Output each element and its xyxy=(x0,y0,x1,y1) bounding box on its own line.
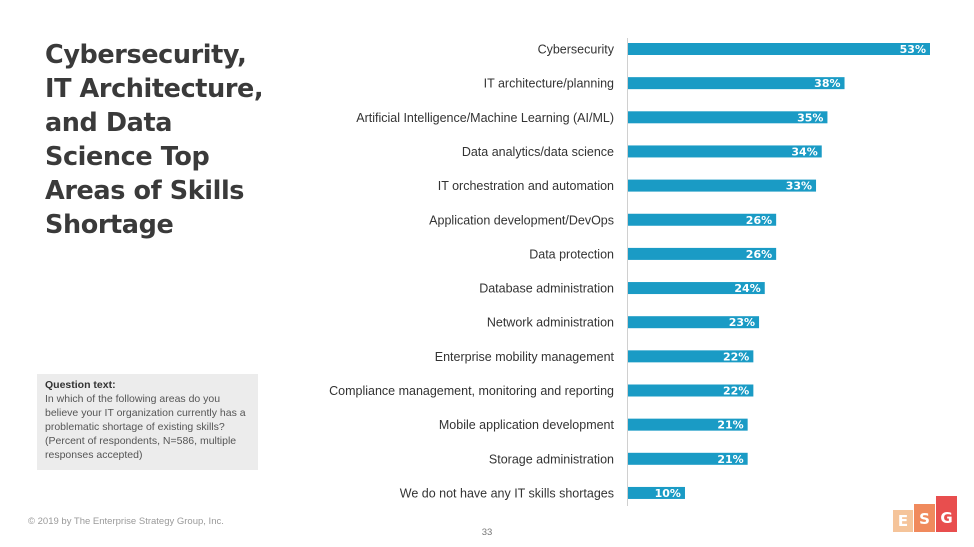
data-label: 26% xyxy=(746,214,772,227)
bar xyxy=(628,145,822,158)
bar xyxy=(628,43,930,55)
category-label: Cybersecurity xyxy=(538,43,615,57)
bar xyxy=(628,111,828,124)
data-label: 10% xyxy=(655,487,681,500)
bar xyxy=(628,384,754,397)
category-label: Database administration xyxy=(479,282,614,296)
category-label: Application development/DevOps xyxy=(429,213,614,227)
bar xyxy=(628,316,760,329)
data-label: 35% xyxy=(797,111,823,124)
bar xyxy=(628,282,765,295)
logo-letter-e: E xyxy=(893,510,913,532)
bar xyxy=(628,350,754,363)
data-label: 26% xyxy=(746,248,772,261)
bar xyxy=(628,452,748,465)
category-label: Compliance management, monitoring and re… xyxy=(329,384,614,398)
question-text-box: Question text: In which of the following… xyxy=(37,374,258,470)
category-label: IT orchestration and automation xyxy=(438,179,614,193)
bar-group: Cybersecurity 53% IT architecture/planning… xyxy=(329,43,930,500)
question-body: In which of the following areas do you b… xyxy=(45,393,246,461)
data-label: 53% xyxy=(900,43,926,56)
data-label: 21% xyxy=(717,419,743,432)
bar xyxy=(628,486,685,499)
category-label: Data protection xyxy=(529,247,614,261)
category-label: Mobile application development xyxy=(439,418,615,432)
bar xyxy=(628,213,777,226)
data-label: 24% xyxy=(734,282,760,295)
category-label: Artificial Intelligence/Machine Learning… xyxy=(356,111,614,125)
question-heading: Question text: xyxy=(45,379,116,391)
category-label: Enterprise mobility management xyxy=(435,350,615,364)
data-label: 33% xyxy=(786,180,812,193)
category-label: Data analytics/data science xyxy=(462,145,614,159)
page-number: 33 xyxy=(481,527,493,538)
bar xyxy=(628,247,777,260)
bar xyxy=(628,418,748,431)
bar xyxy=(628,77,845,90)
category-label: Network administration xyxy=(487,316,614,330)
data-label: 22% xyxy=(723,350,749,363)
logo-letter-g: G xyxy=(936,496,957,532)
data-label: 22% xyxy=(723,385,749,398)
category-label: IT architecture/planning xyxy=(484,77,614,91)
bar xyxy=(628,179,817,192)
esg-logo: E S G xyxy=(893,496,957,534)
data-label: 34% xyxy=(791,145,817,158)
logo-letter-s: S xyxy=(914,504,935,532)
category-label: We do not have any IT skills shortages xyxy=(400,486,614,500)
slide-title: Cybersecurity, IT Architecture, and Data… xyxy=(45,40,264,240)
data-label: 23% xyxy=(729,316,755,329)
data-label: 21% xyxy=(717,453,743,466)
copyright-text: © 2019 by The Enterprise Strategy Group,… xyxy=(28,516,224,527)
data-label: 38% xyxy=(814,77,840,90)
category-label: Storage administration xyxy=(489,452,614,466)
